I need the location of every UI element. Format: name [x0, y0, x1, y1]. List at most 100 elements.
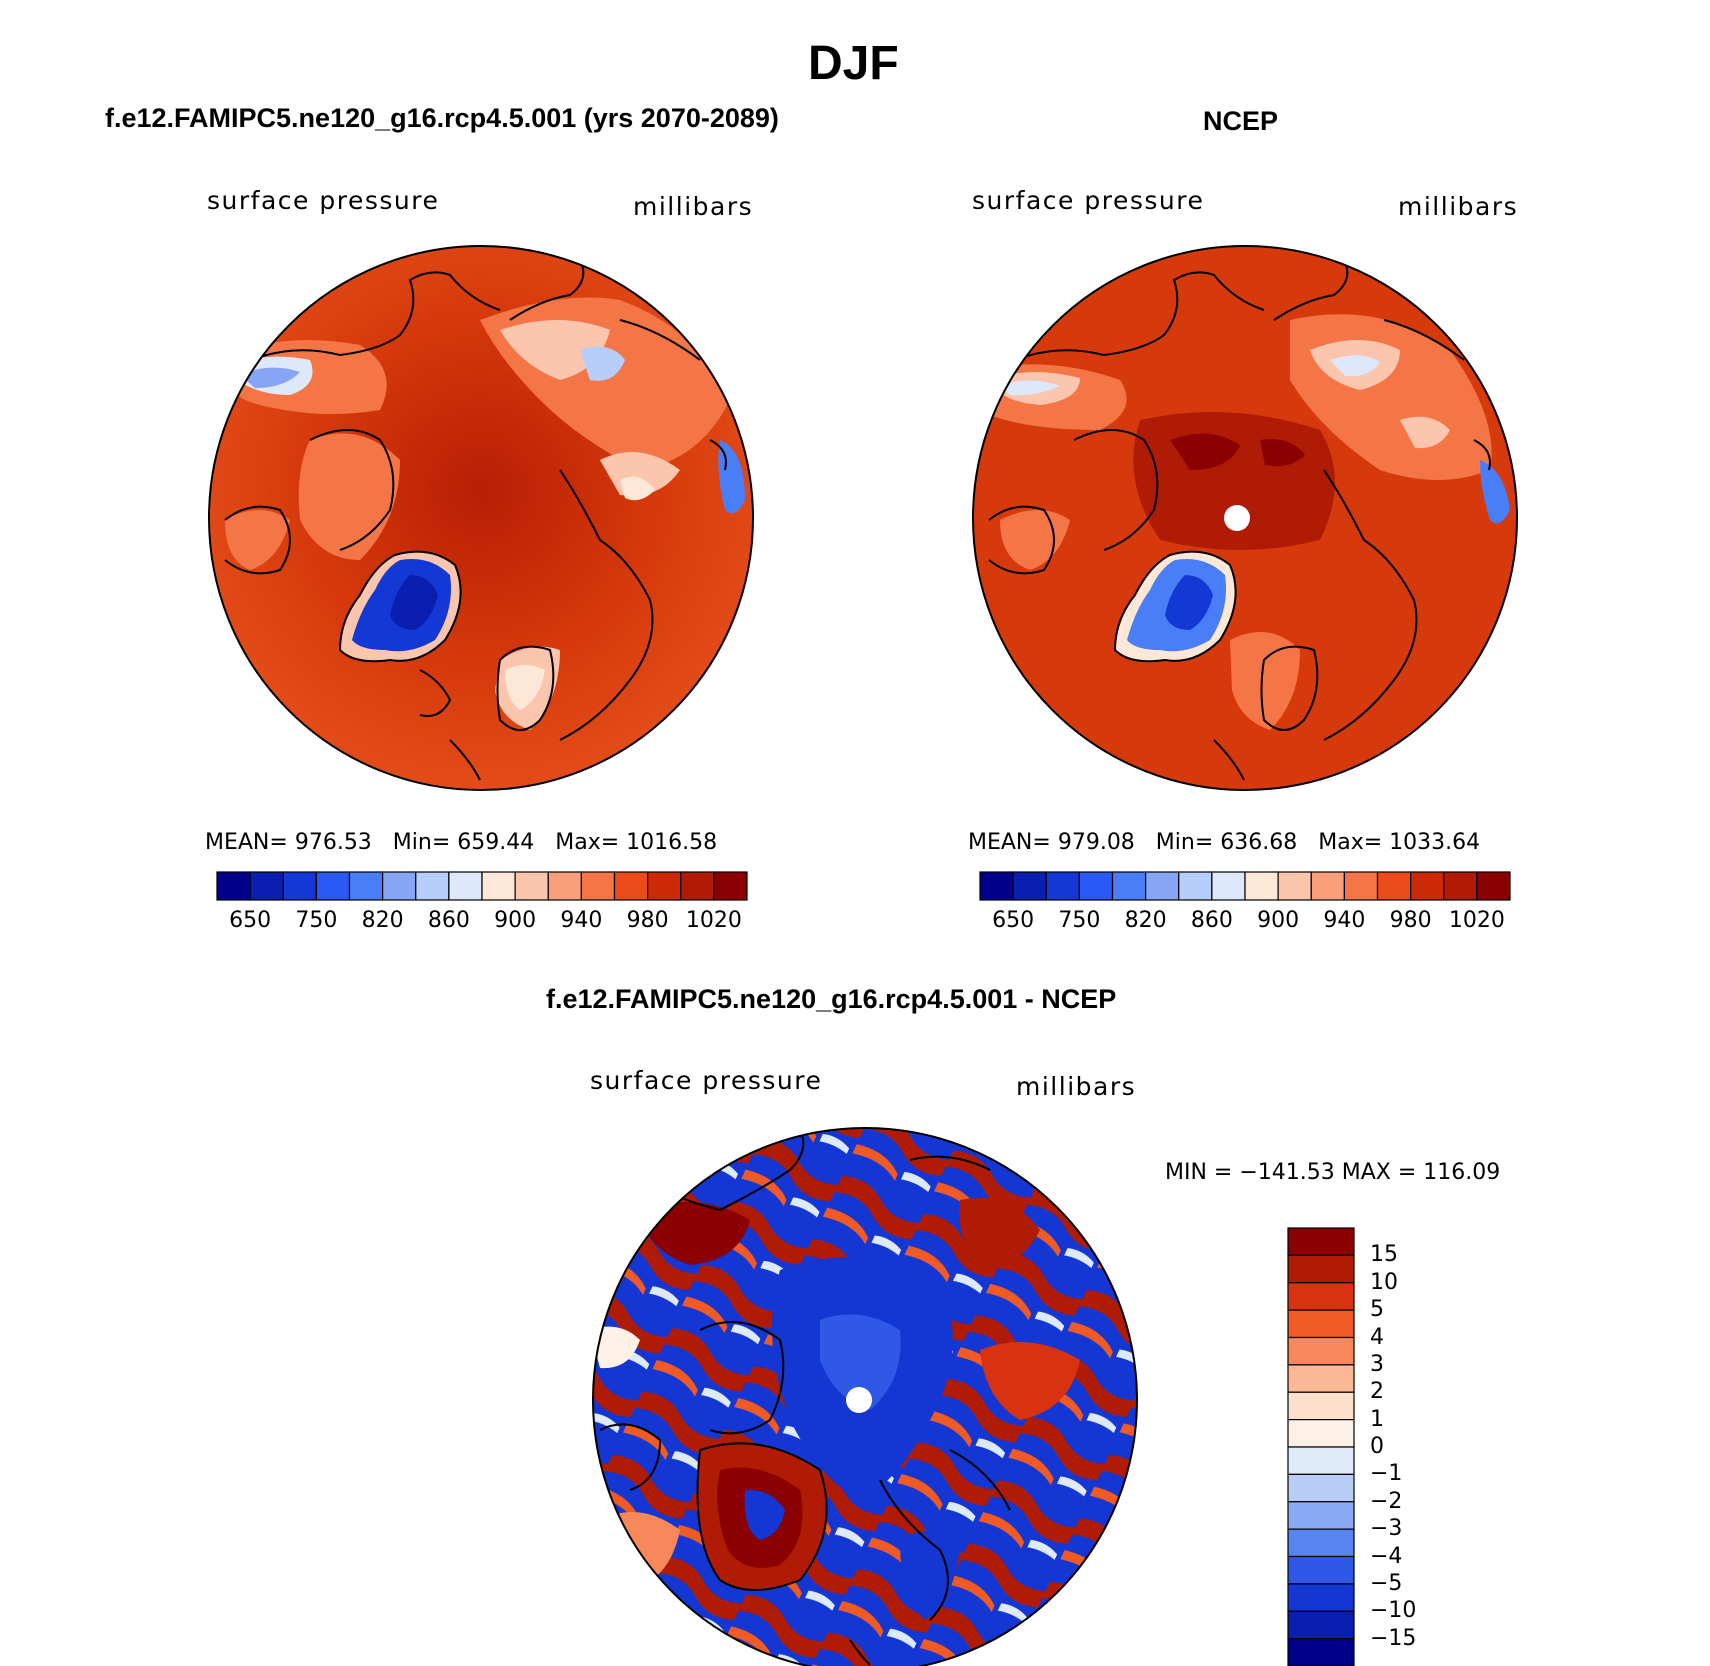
- panel-2-colorbar-swatch-0: [979, 871, 1014, 901]
- diff-colorbar-label: 1: [1370, 1406, 1384, 1432]
- panel-1-colorbar: [216, 871, 748, 901]
- diff-colorbar-swatch-4: [1287, 1336, 1355, 1366]
- diff-colorbar-label: 2: [1370, 1379, 1384, 1405]
- panel-2-min-value: 636.68: [1220, 830, 1298, 855]
- diff-colorbar-swatch-15: [1287, 1638, 1355, 1666]
- panel-2-max-value: 1033.64: [1389, 830, 1481, 855]
- diff-colorbar-label: −2: [1370, 1488, 1403, 1514]
- diff-colorbar: [1287, 1227, 1355, 1666]
- diff-colorbar-label: 5: [1370, 1297, 1384, 1323]
- panel-1-mean-value: 976.53: [294, 830, 372, 855]
- panel-2-units: millibars: [1398, 192, 1519, 221]
- panel-2-colorbar-swatch-5: [1145, 871, 1180, 901]
- panel-1-colorbar-swatch-15: [713, 871, 748, 901]
- diff-colorbar-swatch-9: [1287, 1473, 1355, 1503]
- panel-2-colorbar-tick-label: 820: [1124, 908, 1167, 933]
- diff-colorbar-label: 15: [1370, 1242, 1398, 1268]
- diff-colorbar-swatch-1: [1287, 1254, 1355, 1284]
- panel-2-mean-label: MEAN=: [968, 830, 1051, 855]
- figure-title: DJF: [808, 37, 899, 90]
- diff-panel-title: f.e12.FAMIPC5.ne120_g16.rcp4.5.001 - NCE…: [546, 984, 1117, 1014]
- diff-colorbar-label: 4: [1370, 1324, 1384, 1350]
- panel-2-colorbar-swatch-10: [1310, 871, 1345, 901]
- panel-1-mean-label: MEAN=: [205, 830, 288, 855]
- panel-1-colorbar-tick-label: 1020: [685, 908, 742, 933]
- panel-1-colorbar-swatch-14: [680, 871, 715, 901]
- panel-2-max-label: Max=: [1318, 830, 1383, 855]
- panel-1-max-label: Max=: [555, 830, 620, 855]
- diff-panel-units: millibars: [1016, 1072, 1137, 1101]
- diff-colorbar-swatch-12: [1287, 1555, 1355, 1585]
- panel-1-variable: surface pressure: [207, 186, 440, 215]
- panel-1-stats: MEAN= 976.53 Min= 659.44 Max= 1016.58: [205, 830, 717, 855]
- diff-colorbar-label: −3: [1370, 1516, 1403, 1542]
- diff-colorbar-labels: 15 10 5 4 3 2 1 0 −1 −2 −3 −4 −5 −10 −15: [1370, 1228, 1450, 1666]
- panel-1-colorbar-tick-label: 650: [229, 908, 272, 933]
- panel-2-colorbar-swatch-6: [1178, 871, 1213, 901]
- panel-1-units: millibars: [633, 192, 754, 221]
- diff-colorbar-label: −10: [1370, 1598, 1417, 1624]
- panel-1-colorbar-tick-label: 900: [494, 908, 537, 933]
- diff-colorbar-label: 3: [1370, 1351, 1384, 1377]
- panel-1-colorbar-swatch-3: [315, 871, 351, 901]
- panel-2-colorbar-swatch-11: [1343, 871, 1379, 901]
- diff-colorbar-swatch-13: [1287, 1583, 1355, 1612]
- panel-2-colorbar-swatch-2: [1045, 871, 1080, 901]
- panel-1-colorbar-swatch-8: [481, 871, 516, 901]
- diff-colorbar-label: −15: [1370, 1625, 1417, 1651]
- panel-2-colorbar-labels: 650 750 820 860 900 940 980 1020: [980, 908, 1510, 938]
- diff-colorbar-swatch-2: [1287, 1282, 1355, 1311]
- panel-2-colorbar-swatch-7: [1211, 871, 1246, 901]
- panel-2-colorbar-swatch-3: [1078, 871, 1114, 901]
- panel-1-colorbar-swatch-5: [382, 871, 417, 901]
- panel-2-colorbar-tick-label: 900: [1257, 908, 1300, 933]
- panel-2-colorbar-tick-label: 980: [1389, 908, 1432, 933]
- panel-2-colorbar-swatch-14: [1443, 871, 1478, 901]
- panel-2-colorbar-tick-label: 650: [992, 908, 1035, 933]
- diff-colorbar-label: 0: [1370, 1434, 1384, 1459]
- diff-colorbar-label: −4: [1370, 1543, 1403, 1569]
- panel-1-colorbar-tick-label: 940: [560, 908, 603, 933]
- panel-2-min-label: Min=: [1155, 830, 1214, 855]
- panel-1-colorbar-tick-label: 860: [427, 908, 470, 933]
- panel-2-colorbar-swatch-15: [1476, 871, 1511, 901]
- panel-2-colorbar-swatch-9: [1277, 871, 1312, 901]
- panel-1-colorbar-swatch-11: [580, 871, 616, 901]
- panel-1-min-value: 659.44: [457, 830, 535, 855]
- panel-1-colorbar-swatch-12: [613, 871, 649, 901]
- panel-2-mean-value: 979.08: [1057, 830, 1135, 855]
- diff-colorbar-swatch-10: [1287, 1501, 1355, 1530]
- panel-2-colorbar-tick-label: 750: [1058, 908, 1101, 933]
- diff-colorbar-label: −5: [1370, 1570, 1403, 1596]
- panel-2-colorbar-swatch-8: [1244, 871, 1279, 901]
- panel-1-colorbar-swatch-4: [348, 871, 384, 901]
- panel-1-colorbar-swatch-7: [448, 871, 483, 901]
- panel-1-colorbar-swatch-13: [647, 871, 682, 901]
- panel-1-colorbar-swatch-9: [514, 871, 549, 901]
- diff-colorbar-swatch-3: [1287, 1309, 1355, 1339]
- diff-colorbar-swatch-11: [1287, 1528, 1355, 1558]
- panel-2-stats: MEAN= 979.08 Min= 636.68 Max= 1033.64: [968, 830, 1480, 855]
- panel-1-colorbar-swatch-0: [216, 871, 251, 901]
- panel-2-colorbar: [979, 871, 1511, 901]
- panel-2-colorbar-tick-label: 860: [1190, 908, 1233, 933]
- panel-1-colorbar-tick-label: 750: [295, 908, 338, 933]
- diff-colorbar-swatch-0: [1287, 1227, 1355, 1256]
- panel-1-max-value: 1016.58: [626, 830, 718, 855]
- diff-colorbar-label: −1: [1370, 1461, 1403, 1487]
- diff-colorbar-swatch-8: [1287, 1446, 1355, 1475]
- panel-2-colorbar-swatch-13: [1410, 871, 1445, 901]
- panel-1-title: f.e12.FAMIPC5.ne120_g16.rcp4.5.001 (yrs …: [105, 103, 779, 133]
- panel-2-colorbar-swatch-12: [1376, 871, 1412, 901]
- panel-1-colorbar-swatch-6: [415, 871, 450, 901]
- panel-1-colorbar-tick-label: 980: [626, 908, 669, 933]
- panel-2-colorbar-tick-label: 1020: [1448, 908, 1505, 933]
- panel-1-colorbar-swatch-10: [547, 871, 582, 901]
- panel-2-colorbar-swatch-1: [1012, 871, 1047, 901]
- diff-colorbar-swatch-14: [1287, 1610, 1355, 1640]
- panel-2-colorbar-swatch-4: [1111, 871, 1147, 901]
- diff-panel-minmax: MIN = −141.53 MAX = 116.09: [1165, 1160, 1501, 1185]
- diff-colorbar-swatch-7: [1287, 1419, 1355, 1448]
- panel-1-colorbar-swatch-2: [282, 871, 317, 901]
- panel-2-title: NCEP: [1203, 106, 1279, 136]
